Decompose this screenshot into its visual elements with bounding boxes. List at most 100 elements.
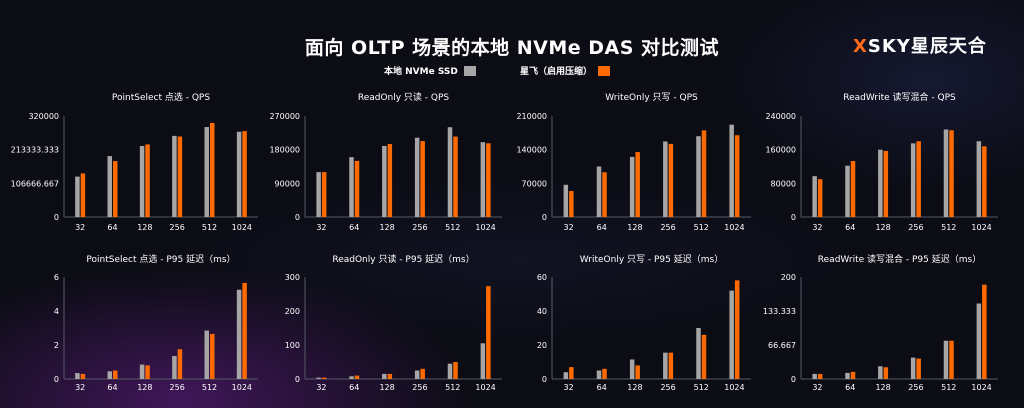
legend-swatch-gray	[463, 65, 476, 76]
y-tick-label: 210000	[516, 112, 547, 121]
x-tick-label: 1024	[232, 383, 252, 392]
y-tick-label: 0	[295, 213, 300, 222]
bar-local-ssd	[172, 356, 177, 379]
bar-local-ssd	[563, 372, 569, 379]
y-tick-label: 0	[542, 375, 547, 384]
chart-title: PointSelect 点选 - P95 延迟（ms）	[86, 253, 235, 265]
x-tick-label: 128	[875, 223, 890, 232]
bar-local-ssd	[845, 372, 850, 379]
legend-label-xingfei: 星飞（启用压缩）	[520, 67, 593, 77]
bar-xingfei	[242, 282, 247, 379]
y-tick-label: 106666.667	[11, 179, 59, 188]
x-tick-label: 128	[379, 383, 394, 392]
bar-local-ssd	[75, 373, 80, 379]
bar-local-ssd	[382, 373, 387, 379]
x-tick-label: 256	[170, 223, 185, 232]
chart-legend: 本地 NVMe SSD 星飞（启用压缩）	[0, 64, 1024, 78]
bar-local-ssd	[107, 371, 112, 379]
x-tick-label: 64	[349, 383, 359, 392]
bar-local-ssd	[596, 166, 602, 217]
bar-xingfei	[635, 152, 640, 217]
y-tick-label: 320000	[28, 112, 59, 121]
bar-xingfei	[420, 141, 425, 217]
bar-xingfei	[453, 136, 458, 217]
y-tick-label: 240000	[765, 112, 796, 121]
bar-local-ssd	[976, 303, 982, 379]
x-tick-label: 32	[563, 383, 573, 392]
bar-xingfei	[321, 377, 327, 379]
bar-xingfei	[113, 370, 118, 379]
bar-local-ssd	[414, 137, 420, 217]
x-tick-label: 64	[107, 223, 117, 232]
x-tick-label: 128	[137, 383, 152, 392]
x-tick-label: 256	[412, 223, 427, 232]
bar-xingfei	[453, 362, 458, 379]
bar-local-ssd	[480, 142, 486, 217]
bar-local-ssd	[349, 157, 354, 217]
y-tick-label: 80000	[771, 179, 796, 188]
x-tick-label: 128	[379, 223, 394, 232]
bar-local-ssd	[236, 131, 242, 217]
bar-xingfei	[354, 375, 360, 379]
bar-xingfei	[242, 131, 247, 217]
bar-xingfei	[354, 160, 360, 217]
bar-local-ssd	[139, 364, 145, 379]
legend-item-local-ssd: 本地 NVMe SSD	[384, 64, 476, 77]
y-tick-label: 70000	[522, 179, 547, 188]
x-tick-label: 32	[316, 223, 326, 232]
x-tick-label: 512	[445, 223, 460, 232]
bar-local-ssd	[629, 359, 635, 379]
y-tick-label: 0	[542, 213, 547, 222]
bar-local-ssd	[75, 176, 80, 217]
y-tick-label: 100	[285, 341, 300, 350]
bar-xingfei	[949, 340, 954, 379]
x-tick-label: 64	[845, 383, 855, 392]
chart-title: WriteOnly 只写 - QPS	[605, 92, 698, 103]
bar-local-ssd	[812, 373, 817, 379]
bar-local-ssd	[414, 370, 420, 379]
x-tick-label: 32	[812, 223, 822, 232]
bar-xingfei	[486, 143, 491, 217]
legend-label-local-ssd: 本地 NVMe SSD	[384, 67, 458, 77]
bar-xingfei	[949, 130, 954, 217]
bar-local-ssd	[696, 328, 701, 379]
y-tick-label: 0	[54, 375, 59, 384]
x-tick-label: 32	[563, 223, 573, 232]
chart-title: ReadWrite 读写混合 - P95 延迟（ms）	[818, 253, 981, 265]
y-tick-label: 300	[285, 273, 300, 282]
bar-local-ssd	[204, 127, 209, 217]
bar-xingfei	[602, 172, 607, 217]
chart-title: ReadOnly 只读 - QPS	[358, 91, 450, 103]
x-tick-label: 1024	[724, 383, 744, 392]
bar-local-ssd	[943, 340, 949, 379]
bar-xingfei	[177, 349, 183, 379]
bar-xingfei	[387, 373, 393, 379]
y-tick-label: 200	[781, 273, 796, 282]
bar-local-ssd	[663, 141, 668, 217]
x-tick-label: 32	[316, 383, 326, 392]
page-title: 面向 OLTP 场景的本地 NVMe DAS 对比测试	[304, 37, 720, 59]
bar-xingfei	[916, 141, 921, 217]
bar-local-ssd	[729, 290, 734, 379]
bar-local-ssd	[812, 176, 817, 217]
bar-local-ssd	[447, 363, 453, 379]
x-tick-label: 1024	[724, 223, 744, 232]
bar-xingfei	[177, 136, 183, 217]
x-tick-label: 256	[908, 383, 923, 392]
legend-swatch-orange	[598, 65, 611, 76]
bar-local-ssd	[976, 141, 982, 217]
x-tick-label: 256	[908, 223, 923, 232]
bar-xingfei	[883, 150, 889, 217]
x-tick-label: 256	[412, 383, 427, 392]
bar-xingfei	[569, 191, 574, 217]
bar-local-ssd	[563, 184, 569, 217]
bar-xingfei	[321, 172, 327, 217]
chart-title: WriteOnly 只写 - P95 延迟（ms）	[580, 253, 723, 265]
bar-local-ssd	[236, 289, 242, 379]
bar-xingfei	[734, 280, 740, 379]
x-tick-label: 64	[349, 223, 359, 232]
x-tick-label: 32	[812, 383, 822, 392]
bar-local-ssd	[629, 156, 635, 217]
x-tick-label: 256	[660, 383, 675, 392]
